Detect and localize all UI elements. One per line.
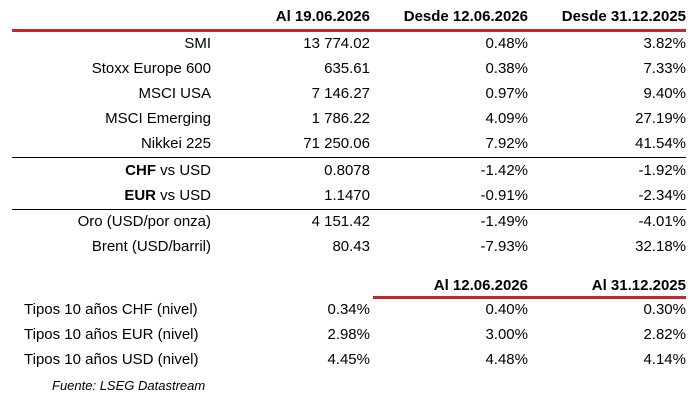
row-week-change: -1.42% [480, 162, 528, 179]
currency-suffix: vs USD [155, 187, 211, 204]
row-label: MSCI Emerging [105, 110, 211, 127]
row-level: 635.61 [324, 60, 370, 77]
row-week-change: 7.92% [485, 135, 528, 152]
row-ytd-change: -1.92% [638, 162, 686, 179]
row-week-change: -7.93% [480, 238, 528, 255]
row-level: 71 250.06 [303, 135, 370, 152]
row-ytd-change: 7.33% [643, 60, 686, 77]
table-row: MSCI Emerging 1 786.22 4.09% 27.19% [0, 106, 698, 131]
table-row: Stoxx Europe 600 635.61 0.38% 7.33% [0, 56, 698, 81]
table-row: EUR vs USD 1.1470 -0.91% -2.34% [0, 183, 698, 208]
row-level: 1.1470 [324, 187, 370, 204]
row-level: 80.43 [332, 238, 370, 255]
row-label: Brent (USD/barril) [91, 238, 211, 255]
row-label: MSCI USA [138, 85, 211, 102]
row-week-change: -0.91% [480, 187, 528, 204]
row-level: 7 146.27 [311, 85, 370, 102]
row-label: EUR vs USD [124, 183, 211, 208]
row-week-change: 0.97% [485, 85, 528, 102]
row-ytd-change: 32.18% [635, 238, 686, 255]
row-week-change: -1.49% [480, 213, 528, 230]
table-row: Nikkei 225 71 250.06 7.92% 41.54% [0, 131, 698, 156]
header-ytd-change: Desde 31.12.2025 [561, 8, 686, 25]
row-level: 4.45% [327, 351, 370, 368]
row-label: Oro (USD/por onza) [77, 213, 211, 230]
row-ytd-change: -2.34% [638, 187, 686, 204]
source-note: Fuente: LSEG Datastream [52, 378, 206, 393]
row-ytd-change: 41.54% [635, 135, 686, 152]
row-level: 0.34% [327, 301, 370, 318]
row-ytd-change: 9.40% [643, 85, 686, 102]
table-row: Brent (USD/barril) 80.43 -7.93% 32.18% [0, 234, 698, 259]
header-week-change: Desde 12.06.2026 [403, 8, 528, 25]
row-year-end: 0.30% [643, 301, 686, 318]
row-prev-week: 0.40% [485, 301, 528, 318]
row-week-change: 0.48% [485, 35, 528, 52]
header-row: Al 19.06.2026 Desde 12.06.2026 Desde 31.… [0, 4, 698, 29]
table-row: SMI 13 774.02 0.48% 3.82% [0, 31, 698, 56]
row-level: 2.98% [327, 326, 370, 343]
row-year-end: 4.14% [643, 351, 686, 368]
row-label: Nikkei 225 [140, 135, 211, 152]
table-row: Tipos 10 años EUR (nivel) 2.98% 3.00% 2.… [0, 322, 698, 347]
row-prev-week: 4.48% [485, 351, 528, 368]
header-red-rule [12, 29, 686, 32]
row-level: 1 786.22 [311, 110, 370, 127]
row-level: 0.8078 [324, 162, 370, 179]
row-label: SMI [184, 35, 211, 52]
row-level: 13 774.02 [303, 35, 370, 52]
table-row: MSCI USA 7 146.27 0.97% 9.40% [0, 81, 698, 106]
rates-header-year-end: Al 31.12.2025 [591, 277, 686, 294]
table-row: Oro (USD/por onza) 4 151.42 -1.49% -4.01… [0, 209, 698, 234]
row-ytd-change: -4.01% [638, 213, 686, 230]
table-row: CHF vs USD 0.8078 -1.42% -1.92% [0, 158, 698, 183]
row-prev-week: 3.00% [485, 326, 528, 343]
row-label: Tipos 10 años EUR (nivel) [24, 326, 199, 343]
rates-header-row: Al 12.06.2026 Al 31.12.2025 [0, 273, 698, 298]
currency-suffix: vs USD [155, 162, 211, 179]
rates-header-red-rule [373, 296, 686, 299]
row-ytd-change: 3.82% [643, 35, 686, 52]
section-divider [12, 209, 686, 210]
row-year-end: 2.82% [643, 326, 686, 343]
currency-code: EUR [124, 187, 156, 204]
table-row: Tipos 10 años CHF (nivel) 0.34% 0.40% 0.… [0, 297, 698, 322]
row-label: CHF vs USD [125, 158, 211, 183]
row-level: 4 151.42 [311, 213, 370, 230]
row-week-change: 0.38% [485, 60, 528, 77]
row-label: Tipos 10 años USD (nivel) [24, 351, 199, 368]
currency-code: CHF [125, 162, 156, 179]
rates-header-prev-week: Al 12.06.2026 [433, 277, 528, 294]
row-ytd-change: 27.19% [635, 110, 686, 127]
row-week-change: 4.09% [485, 110, 528, 127]
row-label: Stoxx Europe 600 [91, 60, 211, 77]
table-row: Tipos 10 años USD (nivel) 4.45% 4.48% 4.… [0, 347, 698, 372]
section-divider [12, 157, 686, 158]
header-level: Al 19.06.2026 [275, 8, 370, 25]
row-label: Tipos 10 años CHF (nivel) [24, 301, 198, 318]
